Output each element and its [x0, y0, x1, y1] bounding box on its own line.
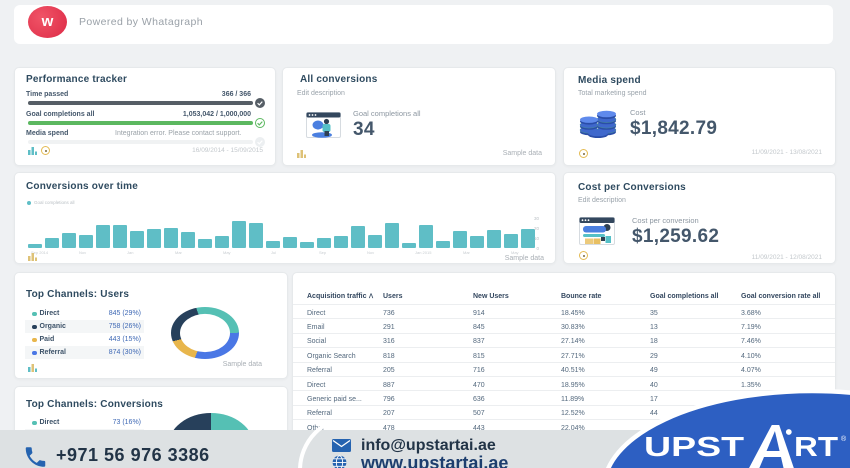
svg-text:UPST: UPST — [644, 431, 744, 462]
svg-text:RT: RT — [794, 431, 838, 462]
svg-text:®: ® — [841, 435, 847, 443]
